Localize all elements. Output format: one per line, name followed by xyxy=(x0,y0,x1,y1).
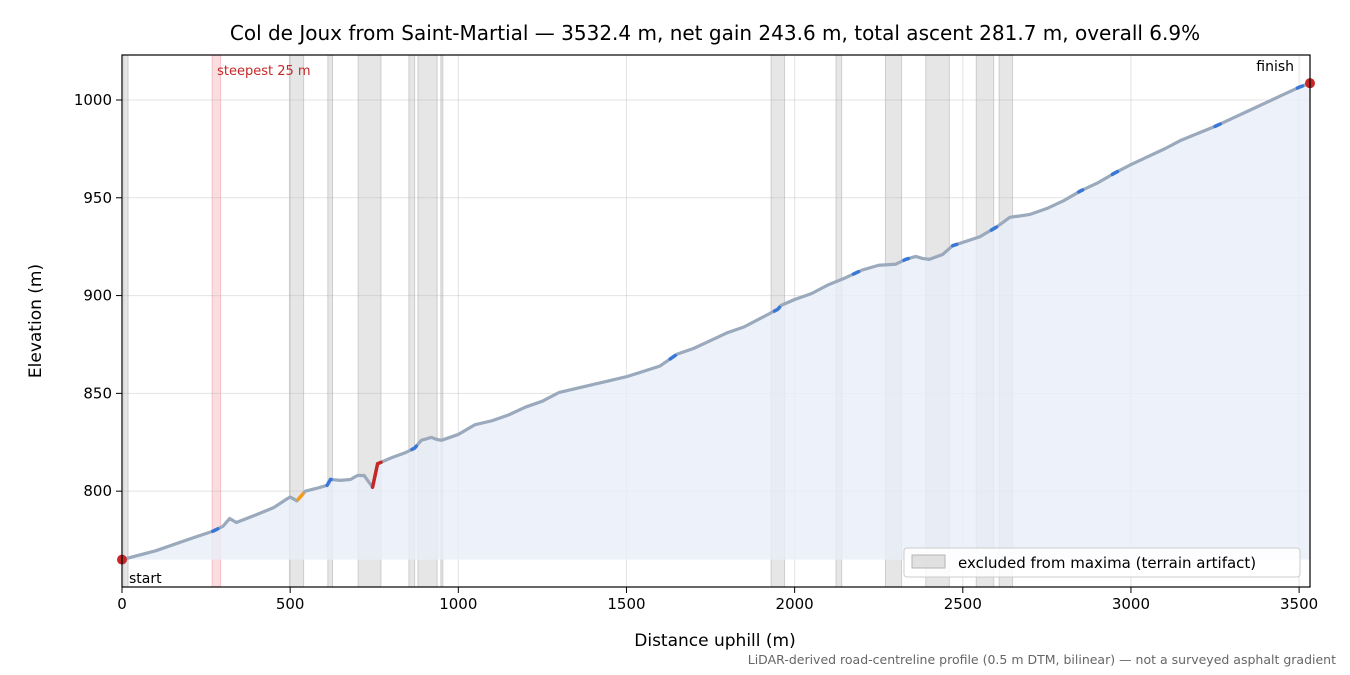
y-axis-label: Elevation (m) xyxy=(26,264,46,378)
x-tick-label: 3500 xyxy=(1280,595,1318,613)
gradient-segment xyxy=(668,353,677,361)
steepest-annotation: steepest 25 m xyxy=(217,64,310,79)
gradient-segment xyxy=(1295,84,1305,90)
footnote: LiDAR-derived road-centreline profile (0… xyxy=(748,652,1336,667)
gradient-segment xyxy=(950,242,959,248)
gradient-segment xyxy=(851,269,861,276)
y-tick-label: 900 xyxy=(83,287,112,305)
y-tick-label: 1000 xyxy=(74,91,112,109)
start-annotation: start xyxy=(129,571,162,587)
axes-frame xyxy=(121,54,1311,588)
gradient-segment xyxy=(211,527,220,534)
x-tick-label: 2000 xyxy=(776,595,814,613)
gradient-segment xyxy=(296,492,305,502)
x-axis-ticks: 0 500 1000 1500 2000 2500 3000 3500 xyxy=(117,587,1318,613)
x-tick-label: 3000 xyxy=(1112,595,1150,613)
annotations: steepest 25 m start finish xyxy=(129,59,1294,587)
gradient-segment xyxy=(1077,188,1085,194)
gradient-segment xyxy=(1213,122,1222,129)
y-axis-ticks: 800 850 900 950 1000 xyxy=(74,91,122,500)
gradient-segment xyxy=(325,477,333,488)
steepest-band xyxy=(211,54,222,588)
y-tick-label: 850 xyxy=(83,384,112,402)
series-line xyxy=(120,81,1312,562)
legend-box xyxy=(903,547,1301,578)
x-tick-label: 1000 xyxy=(439,595,477,613)
chart-title: Col de Joux from Saint-Martial — 3532.4 … xyxy=(230,21,1200,45)
area-fill xyxy=(122,83,1310,560)
gradient-segment xyxy=(1110,169,1120,177)
elevation-line xyxy=(120,81,1312,562)
x-tick-label: 1500 xyxy=(607,595,645,613)
gradient-segment xyxy=(772,305,782,313)
elevation-fill xyxy=(122,83,1310,560)
x-tick-label: 2500 xyxy=(944,595,982,613)
y-tick-label: 950 xyxy=(83,189,112,207)
legend-swatch xyxy=(911,554,946,569)
gradient-segment xyxy=(410,444,419,452)
x-tick-label: 500 xyxy=(276,595,305,613)
x-tick-label: 0 xyxy=(117,595,127,613)
steepest-range xyxy=(211,54,222,588)
gradient-segment xyxy=(989,225,999,232)
x-axis-label: Distance uphill (m) xyxy=(634,631,795,651)
legend: excluded from maxima (terrain artifact) xyxy=(903,547,1301,578)
legend-label: excluded from maxima (terrain artifact) xyxy=(958,554,1256,572)
excluded-range xyxy=(123,54,129,588)
y-tick-label: 800 xyxy=(83,482,112,500)
gradient-segment xyxy=(902,256,911,262)
gradient-segment xyxy=(370,460,383,489)
plot-frame xyxy=(121,54,1311,588)
finish-annotation: finish xyxy=(1256,59,1294,75)
